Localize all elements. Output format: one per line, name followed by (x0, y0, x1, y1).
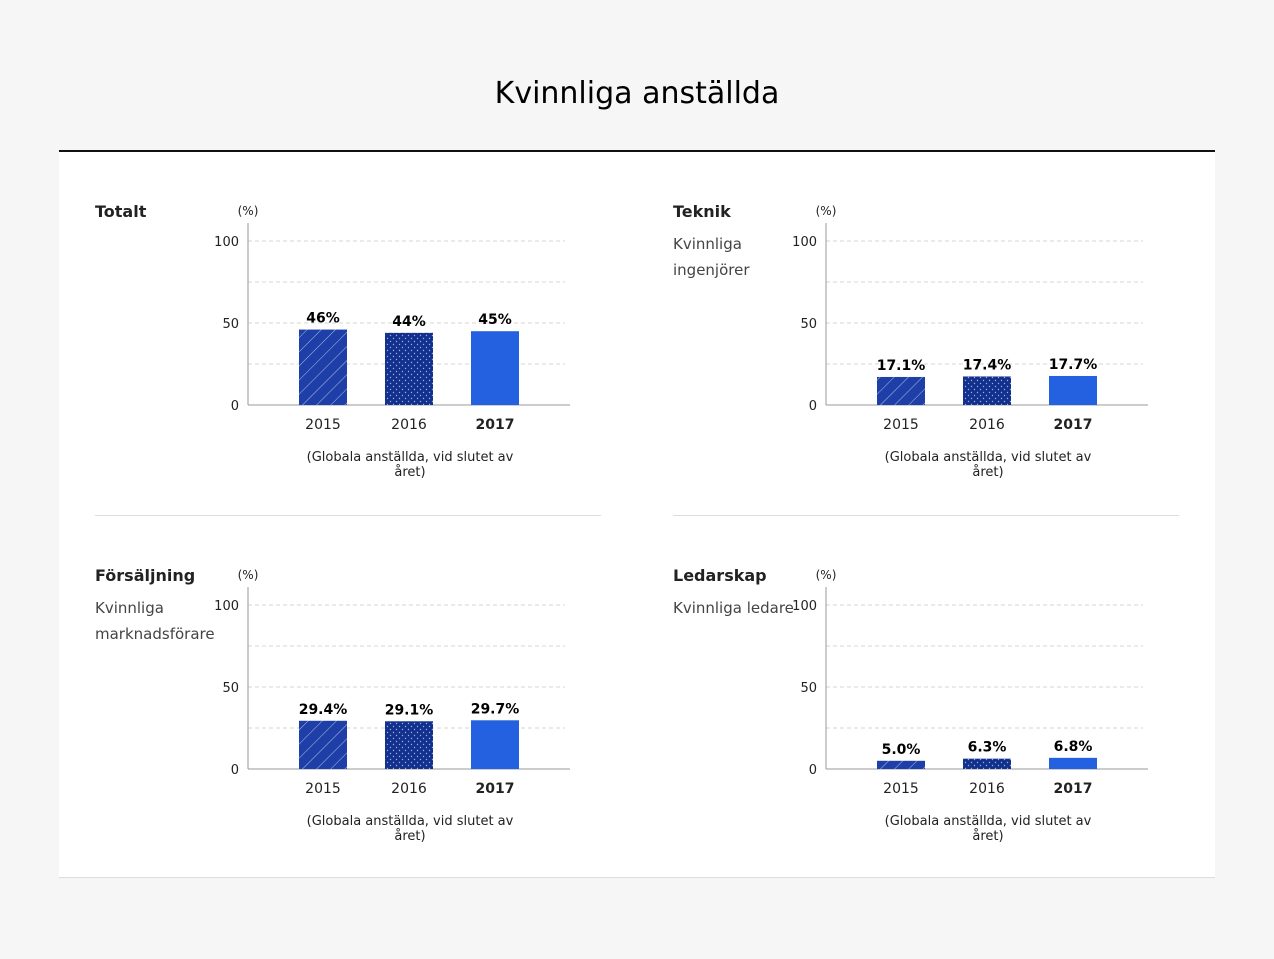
data-label: 29.7% (471, 701, 520, 717)
bar-2017 (471, 331, 519, 405)
data-label: 29.1% (385, 702, 434, 718)
divider (95, 515, 601, 516)
x-tick-label: 2015 (883, 417, 919, 433)
x-tick-label: 2016 (391, 417, 427, 433)
chart-title: Totalt (95, 202, 147, 221)
chart-title: Ledarskap (673, 566, 767, 585)
chart-subtitle: Kvinnliga ingenjörer (673, 235, 750, 279)
page-title: Kvinnliga anställda (494, 76, 780, 111)
chart-block-totalt: Totalt (%) 0 50 100 46% 2015 44% 2016 45% 2017 (G… (95, 202, 675, 502)
data-label: 45% (478, 312, 512, 328)
bar-2016 (385, 332, 433, 405)
bar-2017 (1049, 375, 1097, 405)
y-unit-label: (%) (816, 568, 837, 582)
x-tick-label: 2017 (1054, 417, 1093, 433)
chart-svg: (%) 0 50 100 5.0% 2015 6.3% 2016 6.8% 2017 (792, 568, 1148, 797)
chart-svg: (%) 0 50 100 17.1% 2015 17.4% 2016 17.7% 2017 (792, 204, 1148, 433)
data-label: 17.1% (877, 358, 926, 374)
bar-2016 (963, 758, 1011, 769)
chart-note: (Globala anställda, vid slutet av året) (884, 814, 1092, 844)
y-tick-label: 50 (800, 681, 817, 696)
chart-title: Försäljning (95, 566, 196, 585)
y-tick-label: 100 (214, 599, 239, 614)
bar-2016 (963, 376, 1011, 405)
y-tick-label: 100 (792, 599, 817, 614)
data-label: 44% (392, 314, 426, 330)
data-label: 17.4% (963, 357, 1012, 373)
x-tick-label: 2015 (305, 417, 341, 433)
x-tick-label: 2017 (476, 417, 515, 433)
y-tick-label: 100 (792, 235, 817, 250)
data-label: 6.3% (968, 740, 1007, 756)
chart-svg: (%) 0 50 100 29.4% 2015 29.1% 2016 29.7% 2017 (214, 568, 570, 797)
data-label: 46% (306, 311, 340, 327)
x-tick-label: 2016 (969, 417, 1005, 433)
x-tick-label: 2016 (391, 781, 427, 797)
bar-2017 (1049, 757, 1097, 769)
data-label: 5.0% (882, 742, 921, 758)
bar-2015 (299, 720, 347, 769)
x-tick-label: 2017 (476, 781, 515, 797)
chart-block-ledarskap: Ledarskap Kvinnliga ledare (%) 0 50 100 5.0%… (673, 566, 1253, 866)
chart-block-teknik: Teknik Kvinnliga ingenjörer (%) 0 50 100 17.… (673, 202, 1253, 502)
x-tick-label: 2016 (969, 781, 1005, 797)
chart-note: (Globala anställda, vid slutet av året) (884, 450, 1092, 480)
data-label: 29.4% (299, 702, 348, 718)
x-tick-label: 2015 (883, 781, 919, 797)
data-label: 17.7% (1049, 357, 1098, 373)
data-label: 6.8% (1054, 739, 1093, 755)
divider (673, 515, 1179, 516)
y-tick-label: 50 (222, 681, 239, 696)
y-tick-label: 50 (800, 317, 817, 332)
x-tick-label: 2015 (305, 781, 341, 797)
bar-2016 (385, 721, 433, 769)
y-tick-label: 0 (809, 763, 817, 778)
charts-panel: Totalt (%) 0 50 100 46% 2015 44% 2016 45% 2017 (G… (59, 150, 1215, 878)
bar-2015 (877, 376, 925, 405)
bar-2017 (471, 720, 519, 769)
y-unit-label: (%) (816, 204, 837, 218)
x-tick-label: 2017 (1054, 781, 1093, 797)
chart-subtitle: Kvinnliga ledare (673, 599, 794, 617)
y-unit-label: (%) (238, 568, 259, 582)
y-tick-label: 0 (231, 399, 239, 414)
chart-note: (Globala anställda, vid slutet av året) (306, 814, 514, 844)
chart-subtitle: Kvinnliga marknadsförare (95, 599, 215, 643)
chart-note: (Globala anställda, vid slutet av året) (306, 450, 514, 480)
chart-title: Teknik (673, 202, 731, 221)
y-unit-label: (%) (238, 204, 259, 218)
y-tick-label: 0 (231, 763, 239, 778)
bar-2015 (299, 329, 347, 405)
y-tick-label: 0 (809, 399, 817, 414)
y-tick-label: 50 (222, 317, 239, 332)
chart-svg: (%) 0 50 100 46% 2015 44% 2016 45% 2017 (214, 204, 570, 433)
y-tick-label: 100 (214, 235, 239, 250)
bar-2015 (877, 760, 925, 769)
chart-block-forsaljning: Försäljning Kvinnliga marknadsförare (%)… (95, 566, 675, 866)
